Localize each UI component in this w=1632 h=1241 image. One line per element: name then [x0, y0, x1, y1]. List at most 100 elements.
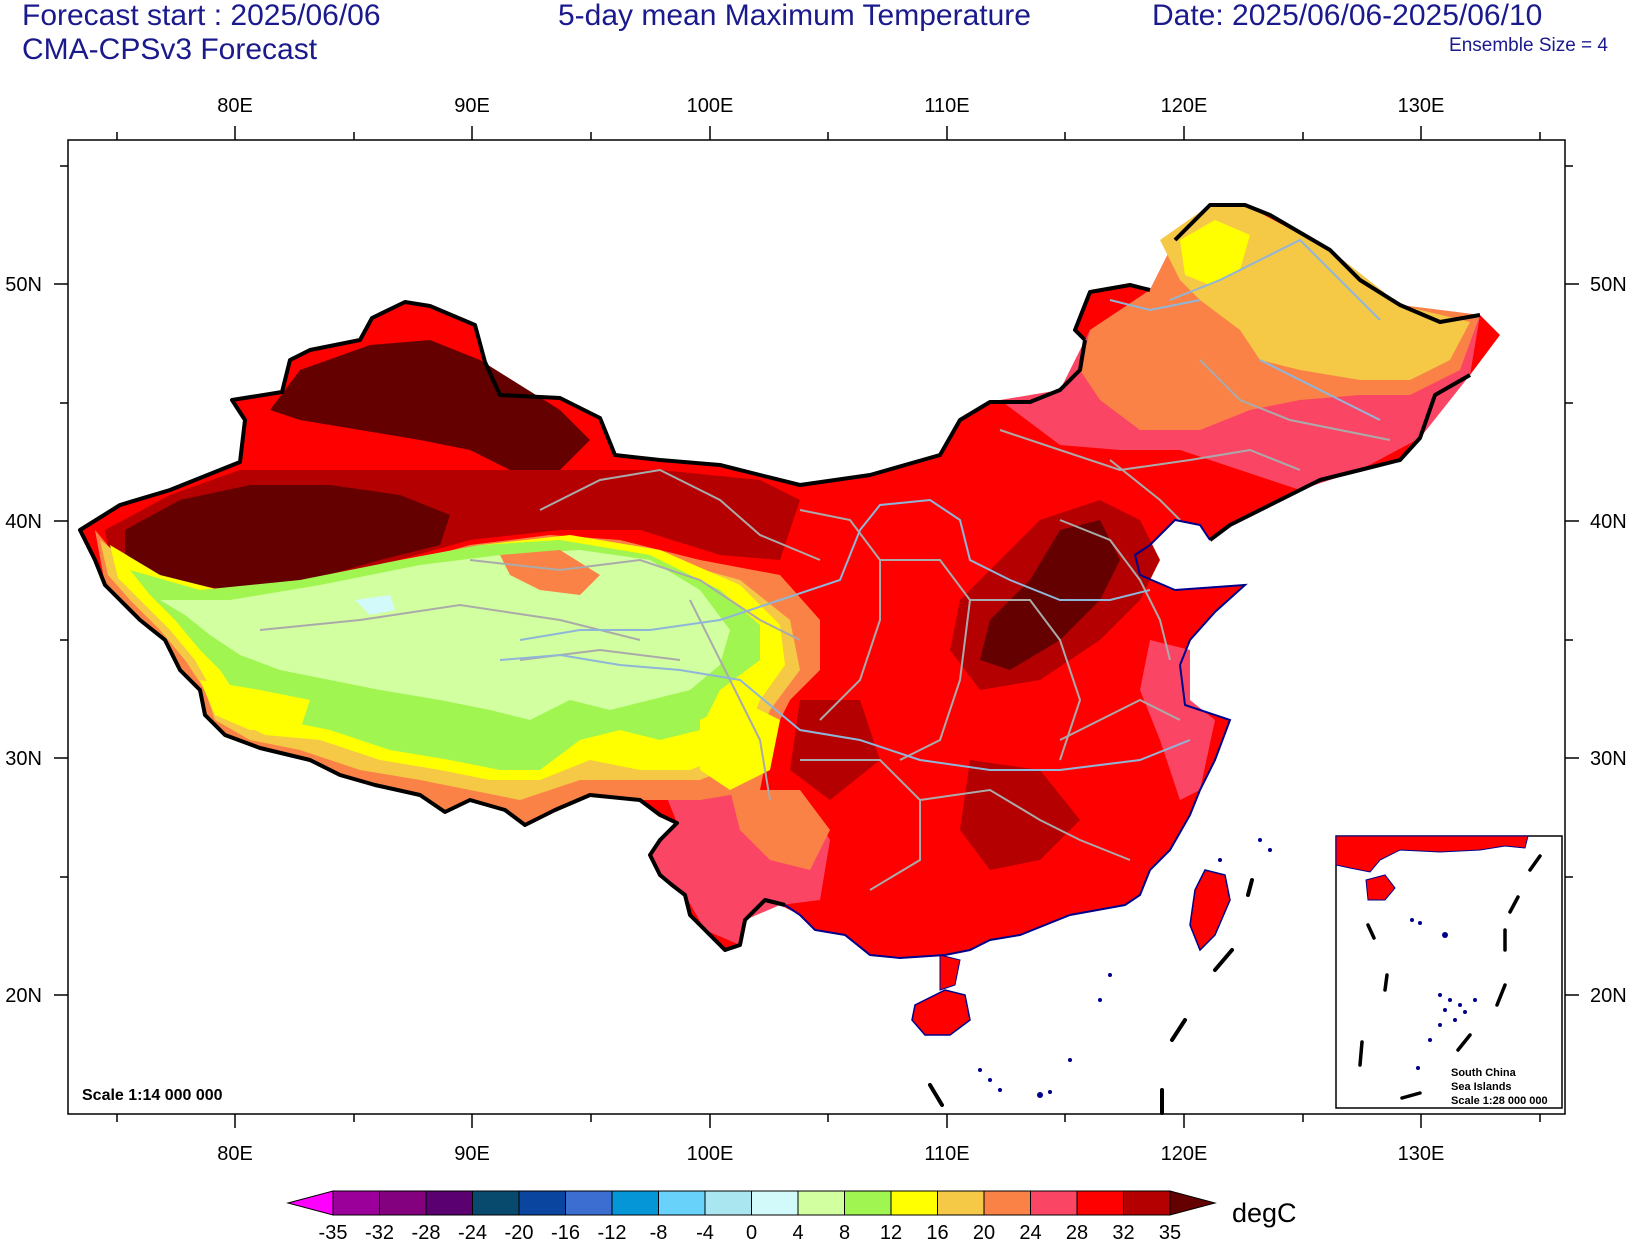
- colorbar-tick-label: 4: [792, 1222, 803, 1241]
- national-border: [78, 203, 1481, 952]
- colorbar-tick-label: -12: [598, 1222, 627, 1241]
- inset-label-line1: South China: [1451, 1067, 1517, 1079]
- zone-yellow-east-tibet: [700, 700, 780, 790]
- colorbar: -35 -32 -28 -24 -20 -16 -12 -8 -4 0 4 8 12 16 20 24 28 32…: [286, 1190, 1297, 1241]
- frame-ticks: [54, 126, 1579, 1128]
- lon-label-100e-top: 100E: [687, 95, 734, 117]
- lat-label-40n-right: 40N: [1590, 511, 1627, 533]
- leizhou-peninsula: [939, 954, 961, 991]
- colorbar-box: [565, 1190, 613, 1216]
- inset-label-line2: Sea Islands: [1451, 1081, 1512, 1093]
- right-lat-labels: 20N 30N 40N 50N: [1590, 274, 1627, 1007]
- colorbar-tick-label: 20: [973, 1222, 995, 1241]
- south-china-sea-inset: South China Sea Islands Scale 1:28 000 0…: [1335, 835, 1563, 1109]
- zone-darkest-xinjiang-north: [270, 340, 590, 475]
- hainan-island: [911, 989, 971, 1036]
- colorbar-box: [658, 1190, 706, 1216]
- zone-palegreen-tibet: [160, 550, 730, 720]
- map-scale-text: Scale 1:14 000 000: [82, 1087, 223, 1104]
- colorbar-boxes: [286, 1190, 1217, 1216]
- lat-label-40n-left: 40N: [5, 511, 42, 533]
- colorbar-box: [937, 1190, 985, 1216]
- coastline: [784, 518, 1248, 960]
- colorbar-tick-label: -16: [551, 1222, 580, 1241]
- inset-dashes: [1358, 854, 1542, 1100]
- colorbar-tick-label: -8: [650, 1222, 668, 1241]
- lon-label-130e-top: 130E: [1398, 95, 1445, 117]
- bottom-lon-labels: 80E 90E 100E 110E 120E 130E: [217, 1143, 1444, 1165]
- colorbar-tick-labels: -35 -32 -28 -24 -20 -16 -12 -8 -4 0 4 8 12 16 20 24 28 32…: [319, 1222, 1182, 1241]
- inset-land: [1335, 835, 1529, 873]
- colorbar-box: [518, 1190, 566, 1216]
- inset-label-line3: Scale 1:28 000 000: [1451, 1095, 1548, 1107]
- lat-label-50n-right: 50N: [1590, 274, 1627, 296]
- forecast-start-text: Forecast start : 2025/06/06: [22, 0, 381, 32]
- colorbar-box: [844, 1190, 892, 1216]
- colorbar-tick-label: 24: [1019, 1222, 1041, 1241]
- taiwan-island: [1189, 869, 1231, 952]
- colorbar-box: [983, 1190, 1031, 1216]
- colorbar-triangle-low: [286, 1190, 334, 1216]
- colorbar-tick-label: 12: [880, 1222, 902, 1241]
- lon-label-130e-bottom: 130E: [1398, 1143, 1445, 1165]
- colorbar-box: [611, 1190, 659, 1216]
- zone-dark-red-south: [960, 760, 1080, 870]
- zone-pale-cyan-kunlun: [355, 595, 395, 615]
- maritime-dashes: [928, 878, 1254, 1115]
- colorbar-tick-label: 16: [926, 1222, 948, 1241]
- ensemble-size-text: Ensemble Size = 4: [1449, 35, 1608, 56]
- colorbar-box: [704, 1190, 752, 1216]
- lat-label-20n-left: 20N: [5, 985, 42, 1007]
- colorbar-box: [425, 1190, 473, 1216]
- colorbar-tick-label: 32: [1112, 1222, 1134, 1241]
- colorbar-triangle-high: [1169, 1190, 1217, 1216]
- inset-island-dots: [1410, 918, 1477, 1070]
- zone-pink-southeast: [1140, 640, 1215, 800]
- colorbar-tick-label: 35: [1159, 1222, 1181, 1241]
- colorbar-tick-label: -28: [412, 1222, 441, 1241]
- lat-label-50n-left: 50N: [5, 274, 42, 296]
- lon-label-90e-top: 90E: [454, 95, 490, 117]
- lon-label-120e-bottom: 120E: [1161, 1143, 1208, 1165]
- colorbar-box: [797, 1190, 845, 1216]
- temperature-field: [80, 205, 1500, 1036]
- colorbar-box: [1030, 1190, 1078, 1216]
- colorbar-tick-label: -35: [319, 1222, 348, 1241]
- colorbar-tick-label: -32: [365, 1222, 394, 1241]
- lon-label-120e-top: 120E: [1161, 95, 1208, 117]
- colorbar-tick-label: -24: [458, 1222, 487, 1241]
- rivers: [499, 238, 1381, 771]
- colorbar-tick-label: -4: [696, 1222, 714, 1241]
- map-frame: [67, 139, 1566, 1115]
- colorbar-box: [1123, 1190, 1171, 1216]
- lon-label-110e-bottom: 110E: [924, 1143, 969, 1165]
- colorbar-box: [751, 1190, 799, 1216]
- inset-hainan: [1365, 874, 1396, 901]
- zone-yellow-south-tibet: [200, 680, 310, 730]
- top-lon-labels: 80E 90E 100E 110E 120E 130E: [217, 95, 1444, 117]
- lat-label-30n-right: 30N: [1590, 748, 1627, 770]
- lat-label-20n-right: 20N: [1590, 985, 1627, 1007]
- colorbar-box: [1076, 1190, 1124, 1216]
- colorbar-box: [890, 1190, 938, 1216]
- colorbar-tick-label: -20: [505, 1222, 534, 1241]
- plot-title: 5-day mean Maximum Temperature: [558, 0, 1031, 32]
- colorbar-tick-label: 28: [1066, 1222, 1088, 1241]
- island-dots: [978, 838, 1272, 1098]
- left-lat-labels: 20N 30N 40N 50N: [5, 274, 42, 1007]
- colorbar-unit: degC: [1232, 1198, 1297, 1228]
- lon-label-90e-bottom: 90E: [454, 1143, 490, 1165]
- colorbar-box: [332, 1190, 380, 1216]
- model-name-text: CMA-CPSv3 Forecast: [22, 33, 318, 66]
- colorbar-box: [472, 1190, 520, 1216]
- lon-label-110e-top: 110E: [924, 95, 969, 117]
- zone-dark-red-southwest: [790, 700, 880, 800]
- lon-label-80e-bottom: 80E: [217, 1143, 253, 1165]
- colorbar-tick-label: 0: [746, 1222, 757, 1241]
- date-range-text: Date: 2025/06/06-2025/06/10: [1152, 0, 1543, 32]
- zone-yellow-northeast: [1180, 220, 1250, 285]
- lat-label-30n-left: 30N: [5, 748, 42, 770]
- colorbar-tick-label: 8: [839, 1222, 850, 1241]
- zone-darkest-tarim-basin: [125, 485, 450, 590]
